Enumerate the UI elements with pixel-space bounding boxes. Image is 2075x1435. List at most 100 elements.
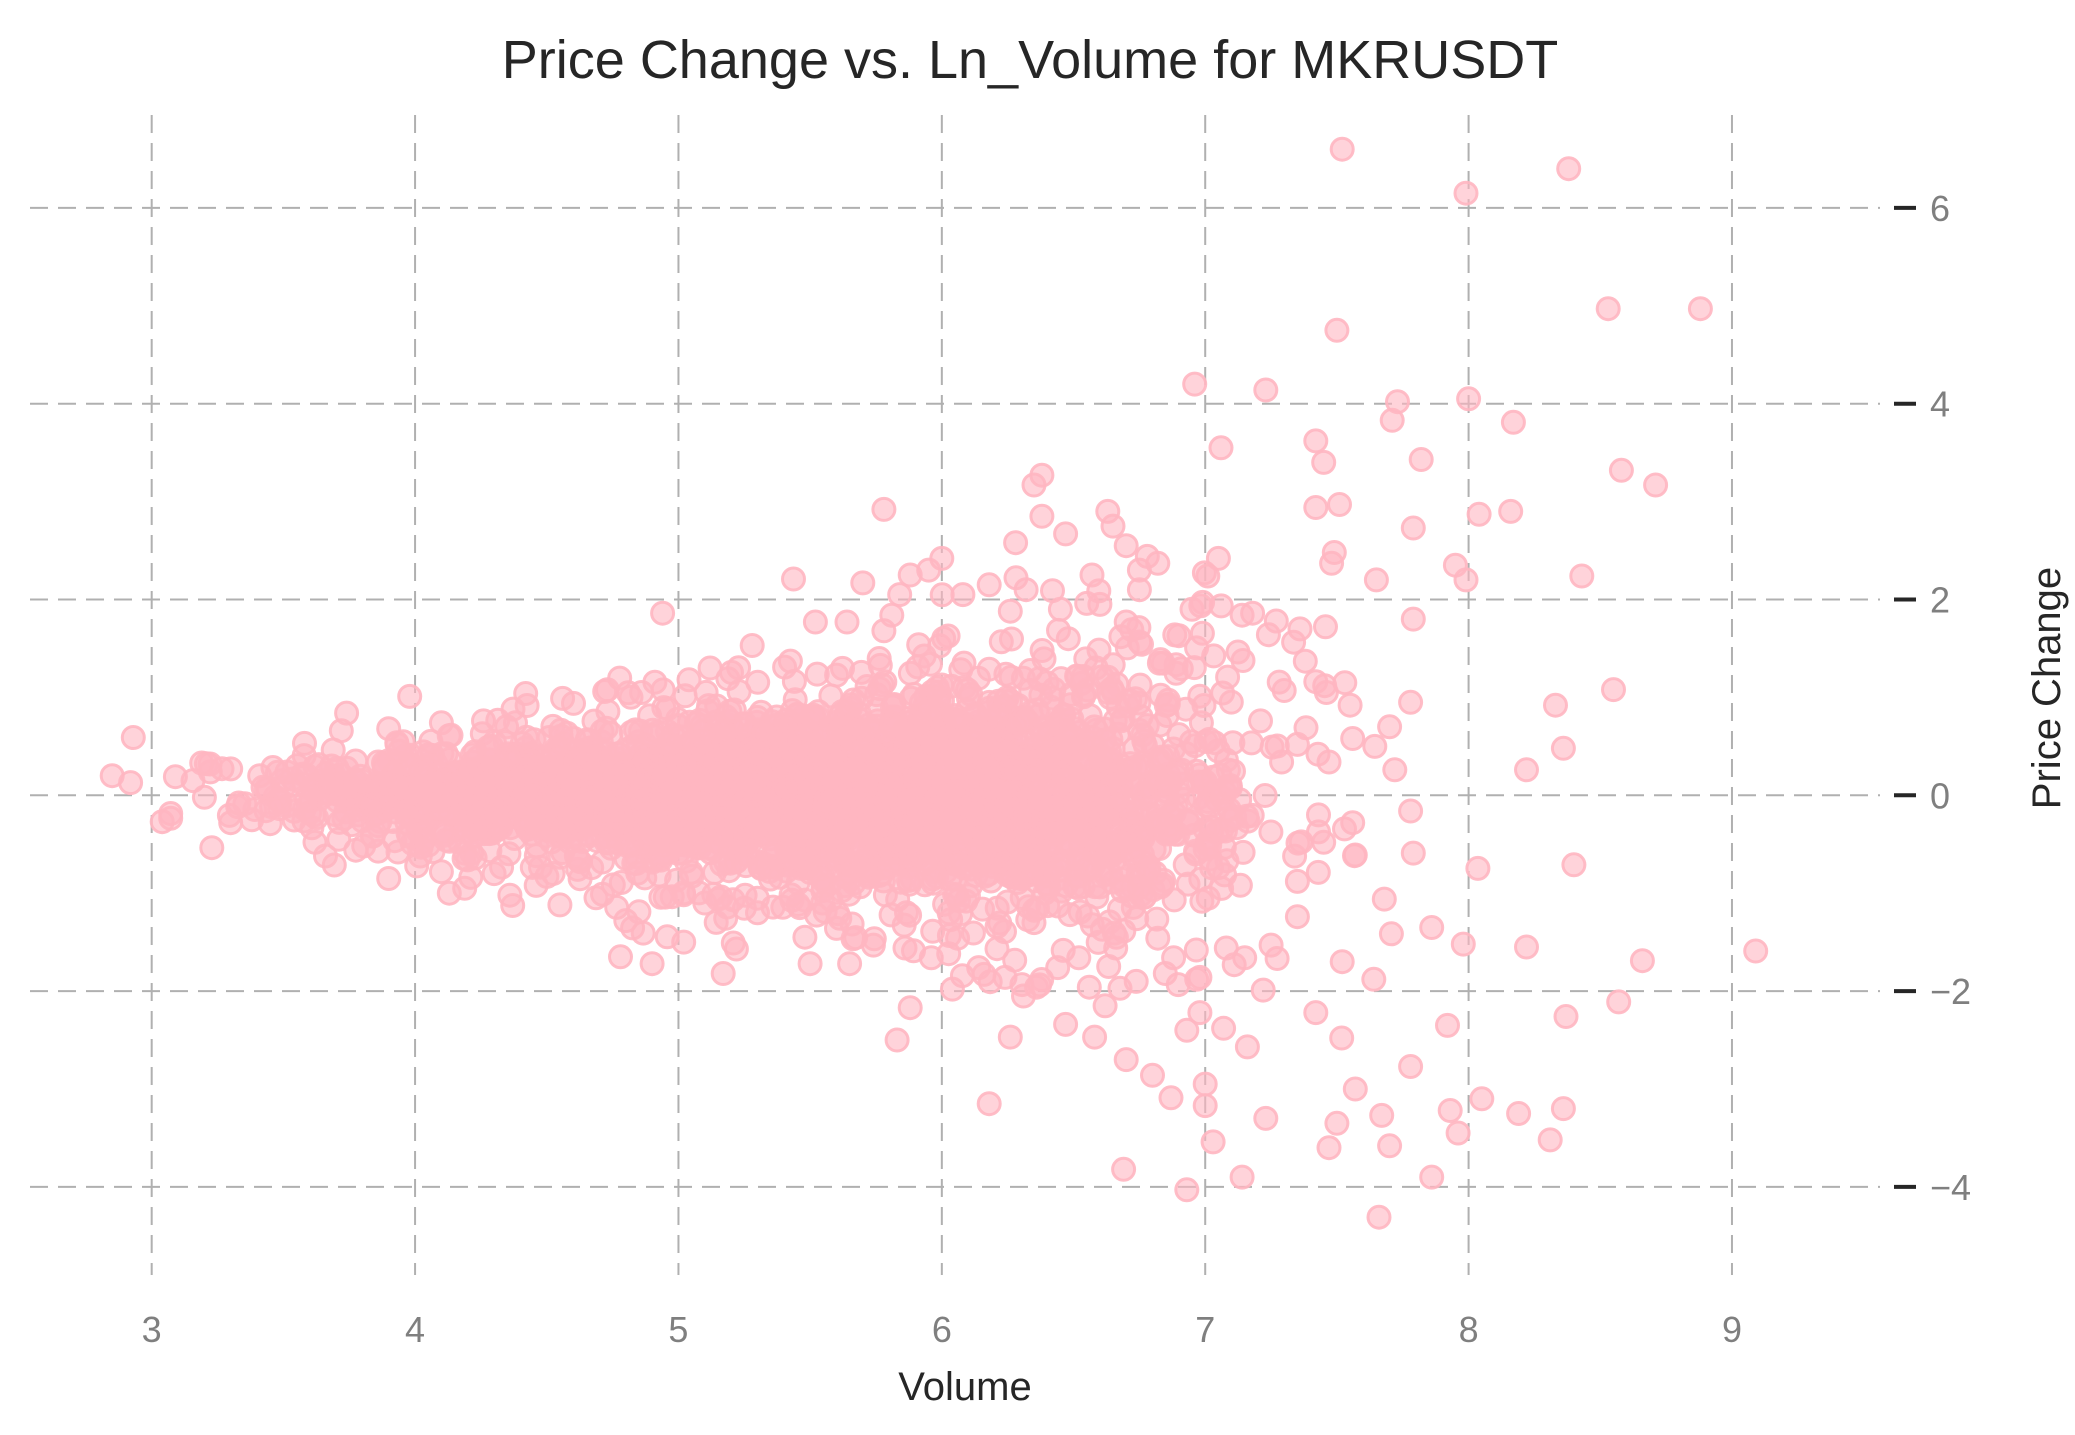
data-point	[1196, 726, 1222, 752]
data-point	[1126, 875, 1152, 900]
data-point	[819, 763, 845, 789]
data-point	[745, 900, 770, 926]
data-point	[779, 698, 805, 724]
data-point	[697, 763, 723, 789]
data-point	[1500, 409, 1526, 435]
data-point	[1313, 614, 1338, 640]
data-point	[503, 710, 528, 736]
axis-ticks: 3 4 5 6 7 8 9 −4 −2 0 2 4 6	[142, 188, 1971, 1350]
data-point	[1398, 1054, 1424, 1079]
data-point	[162, 764, 188, 790]
data-point	[721, 697, 747, 723]
data-point	[1076, 974, 1102, 1000]
data-point	[671, 929, 697, 955]
data-point	[1313, 680, 1339, 705]
data-point	[901, 681, 927, 707]
data-point	[481, 861, 507, 887]
data-point	[365, 749, 391, 775]
data-point	[1075, 903, 1101, 929]
data-point	[1158, 1085, 1184, 1111]
data-point	[436, 880, 462, 906]
data-point	[1248, 708, 1273, 734]
data-point	[703, 909, 729, 935]
data-point	[1211, 1015, 1237, 1041]
data-point	[1363, 567, 1389, 593]
data-point	[576, 740, 602, 766]
data-point	[1092, 993, 1118, 1019]
data-point	[1324, 1110, 1350, 1136]
data-point	[1174, 1017, 1200, 1043]
y-tick-label: 4	[1930, 384, 1950, 425]
data-point	[191, 784, 217, 810]
data-point	[1608, 457, 1634, 483]
data-point	[897, 995, 923, 1021]
data-point	[1398, 798, 1424, 824]
data-point	[550, 685, 576, 711]
data-point	[1311, 449, 1337, 475]
data-point	[980, 853, 1006, 879]
data-point	[1419, 915, 1445, 940]
data-point	[1419, 1164, 1445, 1190]
data-point	[1258, 932, 1284, 958]
data-point	[523, 872, 549, 898]
data-point	[667, 724, 693, 750]
data-point	[1066, 945, 1092, 971]
data-point	[1218, 689, 1244, 715]
data-point	[1284, 904, 1310, 930]
data-point	[810, 890, 836, 916]
data-point	[871, 496, 897, 522]
data-point	[809, 866, 834, 892]
data-point	[825, 839, 851, 865]
data-point	[931, 626, 957, 651]
data-point	[1001, 864, 1027, 890]
data-point	[1024, 733, 1050, 759]
data-point	[841, 687, 866, 713]
data-point	[313, 843, 338, 869]
data-point	[778, 798, 804, 824]
data-point	[613, 908, 639, 934]
data-point	[777, 648, 803, 674]
data-point	[860, 932, 886, 958]
data-point	[1111, 1156, 1137, 1182]
data-point	[502, 826, 528, 851]
data-point	[339, 812, 365, 838]
data-point	[664, 867, 690, 893]
data-point	[1208, 435, 1234, 461]
data-point	[149, 809, 175, 835]
data-point	[471, 708, 496, 734]
data-point	[733, 853, 759, 879]
data-point	[1187, 1000, 1213, 1026]
data-point	[547, 892, 573, 918]
data-point	[754, 789, 780, 815]
data-point	[1021, 472, 1047, 498]
data-point	[837, 951, 863, 977]
data-point	[625, 860, 651, 886]
data-point	[1045, 955, 1071, 981]
data-point	[1284, 731, 1310, 757]
data-point	[827, 813, 853, 839]
data-point	[715, 666, 741, 692]
data-point	[1043, 821, 1069, 847]
data-point	[826, 718, 852, 744]
data-point	[1435, 1012, 1460, 1038]
data-point	[1506, 1101, 1532, 1126]
data-point	[1445, 1120, 1471, 1146]
data-point	[1145, 925, 1171, 951]
data-point	[1303, 495, 1329, 520]
data-point	[792, 924, 818, 950]
data-point	[1108, 624, 1134, 650]
data-point	[1225, 639, 1251, 665]
data-point	[428, 710, 454, 736]
data-point	[592, 679, 618, 704]
data-point	[1088, 745, 1114, 771]
data-point	[1024, 974, 1050, 1000]
data-point	[1215, 664, 1241, 690]
data-point	[652, 884, 678, 910]
x-tick-label: 5	[668, 1309, 688, 1350]
x-tick-label: 9	[1722, 1309, 1742, 1350]
data-point	[376, 866, 402, 891]
data-point	[988, 629, 1014, 655]
data-point	[1086, 637, 1112, 663]
data-point	[513, 681, 539, 706]
data-point	[1039, 685, 1065, 711]
